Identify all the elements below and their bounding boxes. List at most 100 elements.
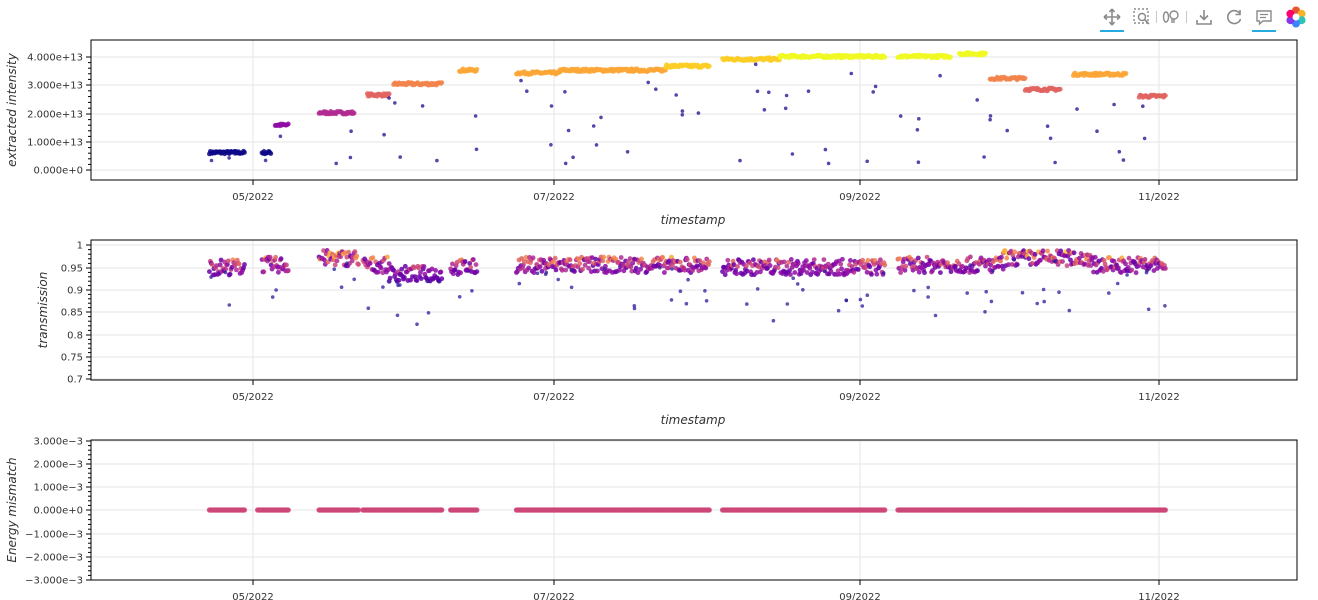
data-point [983,50,988,56]
data-point [869,272,874,277]
data-point [349,258,355,264]
outlier-point [1041,287,1046,292]
box-zoom-tool-button[interactable] [1130,5,1154,29]
data-point [1026,256,1032,262]
data-point [751,257,756,263]
wheel-zoom-tool-button[interactable] [1160,5,1184,29]
data-point [601,254,606,260]
box-zoom-icon [1133,8,1150,25]
outlier-point [975,98,979,102]
data-point [828,269,834,274]
data-point [1162,507,1168,513]
data-point [1068,257,1073,263]
outlier-point [348,155,353,160]
data-point [618,255,624,260]
data-point [908,256,914,262]
save-tool-button[interactable] [1192,5,1216,29]
bokeh-logo[interactable] [1284,5,1308,29]
data-point [1163,93,1168,98]
data-point [803,258,809,263]
hover-tool-button[interactable] [1252,5,1276,32]
x-tick-label: 09/2022 [839,392,881,403]
outlier-point [569,268,574,272]
data-point [639,256,644,262]
x-axis-title: timestamp [661,413,726,427]
data-point [367,260,373,266]
data-point [867,264,873,270]
y-tick-label: 0.95 [61,264,83,275]
outlier-point [563,90,567,94]
outlier-point [571,155,575,160]
data-point [996,264,1002,269]
data-point [354,253,360,259]
outlier-point [1144,270,1149,275]
data-point [278,256,284,262]
data-point [267,254,273,260]
data-point [273,254,278,260]
data-point [926,262,932,267]
outlier-point [263,158,268,163]
data-point [539,268,545,274]
data-point [418,270,423,275]
data-point [1151,268,1157,273]
y-tick-label: 2.000e−3 [33,460,83,471]
data-point [218,257,224,263]
outlier-point [270,295,275,299]
outlier-point [352,277,357,282]
data-point [1045,248,1050,254]
outlier-point [393,101,397,105]
outlier-point [398,283,402,287]
outlier-point [398,155,403,159]
outlier-point [836,308,841,313]
x-axis-title: timestamp [661,213,726,227]
data-point [1126,255,1132,261]
data-point [438,269,444,275]
reset-tool-button[interactable] [1222,5,1246,29]
data-point [801,268,806,273]
outlier-point [916,160,921,164]
data-point [322,257,327,263]
outlier-point [544,270,549,275]
outlier-point [1035,301,1039,306]
outlier-point [1117,149,1122,154]
outlier-point [591,124,596,128]
outlier-point [525,89,529,93]
data-point [284,262,289,268]
data-point [775,265,781,270]
data-point [352,249,358,255]
data-point [1092,254,1098,260]
data-point [1111,258,1117,264]
data-point [321,248,326,254]
outlier-point [1112,102,1116,107]
data-point [418,276,424,281]
outlier-point [549,104,554,108]
outlier-point [873,84,878,89]
data-point [473,262,479,267]
data-point [677,259,683,265]
data-point [787,268,792,273]
outlier-point [387,96,391,100]
outlier-point [632,306,637,311]
data-point [523,254,529,260]
data-point [988,262,994,268]
data-point [767,263,773,268]
pan-tool-button[interactable] [1100,5,1124,32]
outlier-point [594,143,599,147]
data-point [734,271,739,277]
data-point [684,257,690,262]
data-point [439,507,445,513]
data-point [865,257,871,263]
data-point [214,263,220,268]
outlier-point [381,285,385,289]
y-tick-label: 0.000e+0 [33,166,83,177]
data-point [268,151,274,156]
data-point [411,265,417,271]
outlier-point [1045,124,1050,128]
data-point [553,267,559,273]
y-tick-label: 1 [77,241,83,252]
data-point [346,249,351,255]
data-point [849,264,855,270]
data-point [261,269,267,275]
data-point [788,257,794,262]
data-point [999,254,1004,260]
